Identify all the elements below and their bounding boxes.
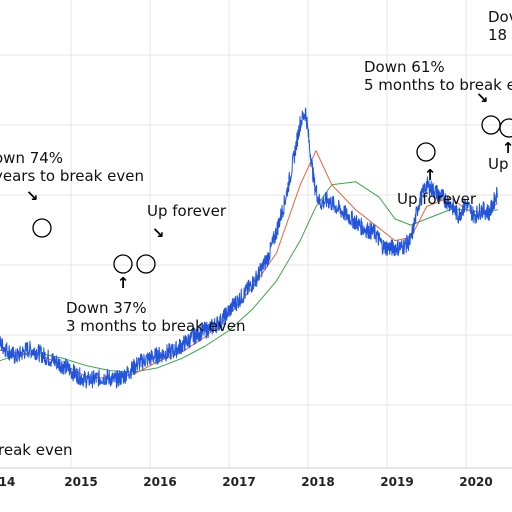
annotation-a1: own 74% years to break even ↘ [0, 149, 144, 205]
annotation-text: reak even [0, 441, 73, 459]
annotation-text: own 74% years to break even [0, 149, 144, 185]
annotation-a2: Up forever ↘ [147, 202, 227, 242]
x-tick-label: 2015 [64, 475, 97, 489]
arrow-down-icon: ↘ [152, 224, 165, 242]
x-tick-label: 2020 [459, 475, 492, 489]
arrow-down-icon: ↘ [476, 89, 489, 107]
annotation-text: Up forever [147, 202, 227, 220]
highlight-circle-3 [416, 142, 436, 162]
annotation-line: Up forever [147, 202, 227, 220]
annotation-a7: Up↑ [488, 139, 512, 173]
annotation-line: reak even [0, 441, 73, 459]
highlight-circle-5 [499, 118, 512, 138]
annotation-line: 3 months to break even [66, 317, 245, 335]
annotation-text: Dov18 d [488, 8, 512, 44]
series-lines [0, 107, 498, 389]
arrow-up-icon: ↑ [424, 166, 437, 184]
annotation-a4: Down 61% 5 months to break e↘ [364, 58, 512, 107]
annotation-a5: Up forever ↑ [397, 166, 477, 208]
annotation-line: Dov [488, 8, 512, 26]
moving-average-slow-line [0, 181, 498, 373]
annotation-line: 5 months to break e [364, 76, 512, 94]
x-tick-label: 14 [0, 475, 15, 489]
x-axis-ticks: 14 2015 2016 2017 2018 2019 2020 [0, 475, 493, 489]
arrow-down-icon: ↘ [26, 187, 39, 205]
highlight-circle-2 [136, 254, 156, 274]
annotation-line: own 74% [0, 149, 63, 167]
annotation-line: 18 d [488, 26, 512, 44]
x-tick-label: 2019 [380, 475, 413, 489]
annotation-line: Down 61% [364, 58, 445, 76]
x-tick-label: 2016 [143, 475, 176, 489]
highlight-circles [32, 115, 512, 274]
annotation-text: Up forever [397, 190, 477, 208]
x-tick-label: 2018 [301, 475, 334, 489]
highlight-circle-0 [32, 218, 52, 238]
annotation-line: years to break even [0, 167, 144, 185]
annotations: own 74% years to break even↘Up forever↘Do… [0, 8, 512, 459]
annotation-a8: reak even [0, 441, 73, 459]
annotation-text: Up [488, 155, 509, 173]
arrow-up-icon: ↑ [117, 274, 130, 292]
annotation-a3: Down 37% 3 months to break even ↑ [66, 274, 245, 335]
annotation-text: Down 61% 5 months to break e [364, 58, 512, 94]
annotation-line: Down 37% [66, 299, 147, 317]
annotation-line: Up [488, 155, 509, 173]
price-line [0, 107, 498, 389]
annotation-text: Down 37% 3 months to break even [66, 299, 245, 335]
x-tick-label: 2017 [222, 475, 255, 489]
arrow-up-icon: ↑ [502, 139, 512, 157]
annotation-a6: Dov18 d [488, 8, 512, 44]
annotation-line: Up forever [397, 190, 477, 208]
highlight-circle-1 [113, 254, 133, 274]
